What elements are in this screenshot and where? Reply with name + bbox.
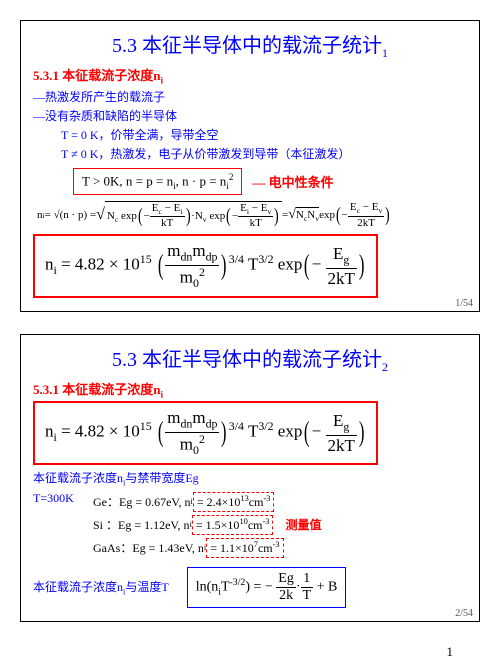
neutral-label: — 电中性条件	[252, 172, 333, 191]
derivation-eq: ni = √(n · p) = √ Nc exp(−Ec − EikT)·Nv …	[37, 201, 467, 231]
bullet-2: —没有杂质和缺陷的半导体	[33, 107, 467, 124]
relation-eg: 本征载流子浓度ni与禁带宽度Eg	[33, 469, 467, 487]
title-text: 5.3 本征半导体中的载流子统计	[112, 35, 382, 57]
slide1-title: 5.3 本征半导体中的载流子统计1	[33, 29, 467, 61]
si-value-box: = 1.5×1010cm-3	[192, 515, 274, 535]
page-number: 1	[20, 644, 483, 660]
slide1-pagecorner: 1/54	[455, 298, 473, 309]
material-list: Ge：Eg = 0.67eV, ni = 2.4×1013cm-3 Si ：Eg…	[93, 489, 321, 561]
ln-formula-box: ln(niT-3/2) = − Eg2k·1T + B	[187, 567, 347, 608]
bullet-1: —热激发所产生的载流子	[33, 88, 467, 105]
slide2-pagecorner: 2/54	[455, 608, 473, 619]
cond-t0: T = 0 K，价带全满，导带全空	[61, 126, 467, 143]
main-formula-box-2: ni = 4.82 × 1015 (mdnmdpm02)3/4 T3/2 exp…	[33, 401, 378, 464]
t300-label: T=300K	[33, 491, 93, 506]
measured-label: 测量值	[285, 516, 321, 533]
relation-t: 本征载流子浓度ni与温度T	[33, 578, 169, 596]
main-formula-box: ni = 4.82 × 1015 (mdnmdpm02)3/4 T3/2 exp…	[33, 234, 378, 297]
section-heading-1: 5.3.1 本征载流子浓度ni	[33, 65, 467, 86]
slide2-title: 5.3 本征半导体中的载流子统计2	[33, 343, 467, 375]
slide-1: 5.3 本征半导体中的载流子统计1 5.3.1 本征载流子浓度ni —热激发所产…	[20, 20, 480, 312]
section-heading-2: 5.3.1 本征载流子浓度ni	[33, 379, 467, 400]
gaas-value-box: = 1.1×107cm-3	[206, 538, 283, 558]
slide-2: 5.3 本征半导体中的载流子统计2 5.3.1 本征载流子浓度ni ni = 4…	[20, 334, 480, 622]
title-sub: 1	[382, 46, 388, 60]
cond-tnot0: T ≠ 0 K，热激发，电子从价带激发到导带（本征激发）	[61, 145, 467, 162]
ge-value-box: = 2.4×1013cm-3	[193, 492, 275, 512]
neutrality-box: T > 0K, n = p = ni, n · p = ni2	[73, 168, 242, 195]
